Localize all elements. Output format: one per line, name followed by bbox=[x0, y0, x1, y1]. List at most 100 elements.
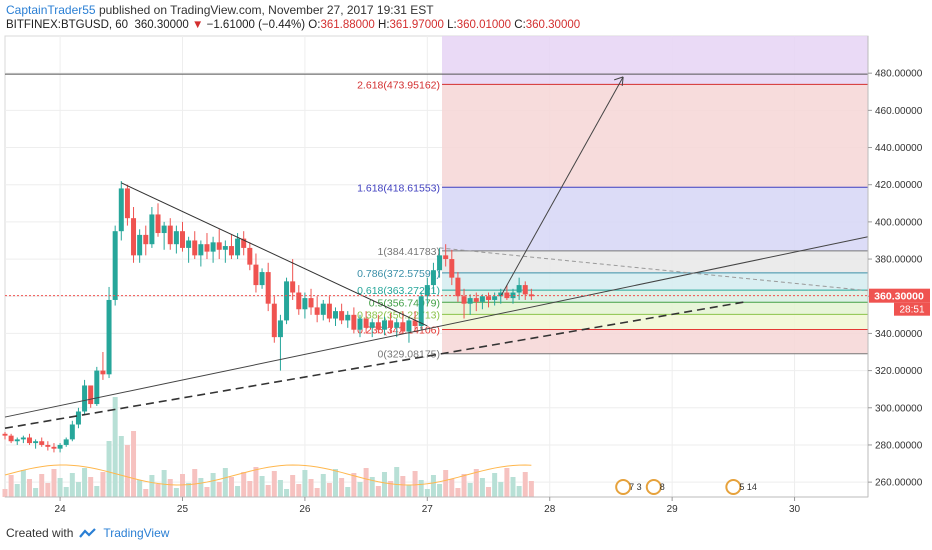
y-tick-label: 420.00000 bbox=[875, 180, 923, 191]
volume-bar bbox=[57, 478, 63, 497]
volume-bar bbox=[284, 489, 290, 497]
tradingview-brand[interactable]: TradingView bbox=[103, 526, 170, 540]
y-tick-label: 280.00000 bbox=[875, 440, 923, 451]
symbol-label[interactable]: BITFINEX:BTGUSD, 60 bbox=[6, 19, 129, 31]
candle-body bbox=[308, 298, 314, 308]
candle-body bbox=[253, 264, 259, 286]
volume-bar bbox=[39, 474, 45, 497]
volume-bar bbox=[69, 473, 75, 497]
volume-bar bbox=[528, 481, 534, 497]
volume-bar bbox=[492, 473, 498, 497]
volume-bar bbox=[296, 484, 302, 497]
volume-bar bbox=[94, 486, 100, 497]
volume-bar bbox=[437, 484, 443, 497]
volume-bar bbox=[33, 488, 39, 497]
volume-bar bbox=[357, 482, 363, 497]
fib-zone bbox=[442, 36, 868, 85]
candle-body bbox=[314, 307, 320, 315]
event-marker-label: 8 bbox=[660, 482, 665, 492]
volume-bar bbox=[504, 468, 510, 497]
candle-body bbox=[192, 240, 198, 256]
volume-bar bbox=[522, 472, 528, 497]
candle-body bbox=[486, 296, 492, 300]
candle-body bbox=[118, 188, 124, 232]
volume-bar bbox=[449, 479, 455, 497]
volume-bar bbox=[320, 474, 326, 497]
candle-body bbox=[381, 320, 387, 330]
volume-bar bbox=[198, 478, 204, 497]
tradingview-logo-icon bbox=[79, 528, 97, 538]
volume-bar bbox=[388, 481, 394, 497]
fib-zone bbox=[442, 290, 868, 303]
candle-body bbox=[351, 314, 357, 330]
volume-bar bbox=[186, 483, 192, 497]
volume-bar bbox=[131, 431, 137, 497]
candle-body bbox=[241, 238, 247, 248]
candle-body bbox=[20, 437, 26, 440]
candle-body bbox=[100, 370, 106, 375]
candle-body bbox=[302, 298, 308, 310]
volume-bar bbox=[369, 477, 375, 497]
volume-bar bbox=[241, 472, 247, 497]
y-tick-label: 340.00000 bbox=[875, 329, 923, 340]
fib-level-label: 0.618(363.27221) bbox=[357, 285, 440, 297]
candle-body bbox=[406, 320, 412, 332]
volume-bar bbox=[326, 483, 332, 497]
x-tick-label: 27 bbox=[422, 504, 434, 515]
close-value: 360.30000 bbox=[525, 19, 581, 31]
volume-bar bbox=[400, 476, 406, 497]
x-tick-label: 24 bbox=[55, 504, 67, 515]
candle-body bbox=[271, 303, 277, 338]
candle-body bbox=[149, 214, 155, 245]
candle-body bbox=[131, 218, 137, 256]
candle-body bbox=[516, 285, 522, 293]
volume-bar bbox=[106, 441, 112, 497]
volume-bar bbox=[339, 478, 345, 497]
volume-bar bbox=[82, 468, 88, 497]
volume-bar bbox=[516, 486, 522, 497]
candle-body bbox=[473, 298, 479, 302]
x-tick-label: 28 bbox=[544, 504, 556, 515]
candle-body bbox=[430, 270, 436, 286]
candle-body bbox=[167, 225, 173, 245]
candle-body bbox=[14, 439, 20, 442]
volume-bar bbox=[63, 487, 69, 497]
candle-body bbox=[222, 246, 228, 250]
down-arrow-icon: ▼ bbox=[192, 19, 204, 31]
candle-body bbox=[2, 433, 8, 436]
volume-bar bbox=[118, 436, 124, 497]
author-link[interactable]: CaptainTrader55 bbox=[6, 3, 96, 17]
candle-body bbox=[45, 444, 51, 447]
candle-body bbox=[57, 444, 63, 449]
candle-body bbox=[94, 370, 100, 405]
volume-bar bbox=[473, 469, 479, 497]
candle-body bbox=[39, 441, 45, 445]
volume-bar bbox=[204, 487, 210, 497]
candle-body bbox=[247, 247, 253, 265]
volume-bar bbox=[363, 468, 369, 497]
published-text: published on TradingView.com, November 2… bbox=[98, 3, 434, 17]
candle-body bbox=[345, 314, 351, 321]
candle-body bbox=[82, 385, 88, 412]
candle-body bbox=[143, 234, 149, 245]
ascending-trendline bbox=[4, 236, 869, 418]
volume-bar bbox=[277, 480, 283, 497]
volume-bar bbox=[430, 475, 436, 497]
candle-body bbox=[33, 441, 39, 444]
volume-bar bbox=[302, 470, 308, 497]
candle-body bbox=[449, 259, 455, 278]
descending-trendline bbox=[121, 182, 428, 327]
volume-bar bbox=[216, 482, 222, 497]
volume-bar bbox=[247, 481, 253, 497]
volume-bar bbox=[8, 475, 14, 497]
candle-body bbox=[284, 281, 290, 321]
close-label: C: bbox=[514, 19, 526, 31]
countdown-label: 28:51 bbox=[899, 305, 924, 316]
volume-bar bbox=[149, 475, 155, 497]
candle-body bbox=[492, 296, 498, 300]
candle-body bbox=[455, 277, 461, 297]
candle-body bbox=[424, 285, 430, 297]
candle-body bbox=[228, 246, 234, 256]
dashed-support-line bbox=[4, 301, 746, 430]
